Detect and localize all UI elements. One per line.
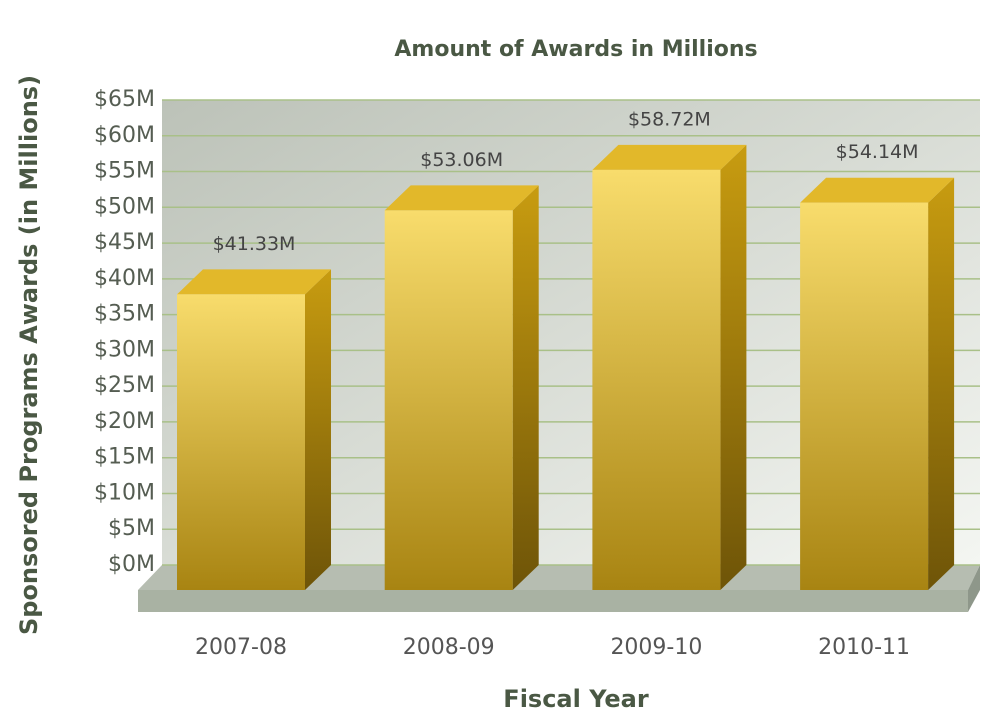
y-tick-label: $45M <box>94 230 155 255</box>
y-tick-label: $50M <box>94 194 155 219</box>
bar <box>592 169 721 590</box>
x-tick-label: 2008-09 <box>403 635 495 660</box>
y-tick-label: $5M <box>108 516 155 541</box>
x-tick-label: 2010-11 <box>818 635 910 660</box>
y-tick-label: $60M <box>94 123 155 148</box>
floor-front <box>138 590 968 612</box>
bar-top <box>177 269 331 295</box>
bar-top <box>800 177 955 203</box>
bar <box>800 202 929 590</box>
value-label: $41.33M <box>213 233 296 255</box>
y-tick-label: $30M <box>94 337 155 362</box>
bar-top <box>384 185 539 211</box>
y-tick-label: $10M <box>94 480 155 505</box>
bar <box>384 210 513 590</box>
y-tick-label: $65M <box>94 87 155 112</box>
bar-top <box>592 144 747 170</box>
y-tick-label: $20M <box>94 409 155 434</box>
x-tick-label: 2009-10 <box>610 635 702 660</box>
floor-top <box>138 565 980 590</box>
y-tick-label: $15M <box>94 445 155 470</box>
x-axis-label: Fiscal Year <box>503 685 649 713</box>
y-axis-label: Sponsored Programs Awards (in Millions) <box>15 75 43 635</box>
bar-side <box>928 177 955 590</box>
value-label: $58.72M <box>628 108 711 130</box>
chart-title: Amount of Awards in Millions <box>394 37 757 62</box>
value-label: $53.06M <box>420 149 503 171</box>
y-tick-label: $25M <box>94 373 155 398</box>
x-tick-label: 2007-08 <box>195 635 287 660</box>
y-tick-label: $0M <box>108 552 155 577</box>
bar-side <box>512 185 539 590</box>
bar-side <box>305 269 331 590</box>
y-tick-label: $35M <box>94 302 155 327</box>
floor-side <box>968 565 980 612</box>
bar <box>177 294 305 590</box>
y-tick-label: $40M <box>94 266 155 291</box>
value-label: $54.14M <box>836 141 919 163</box>
bar-side <box>720 144 747 590</box>
y-tick-label: $55M <box>94 159 155 184</box>
